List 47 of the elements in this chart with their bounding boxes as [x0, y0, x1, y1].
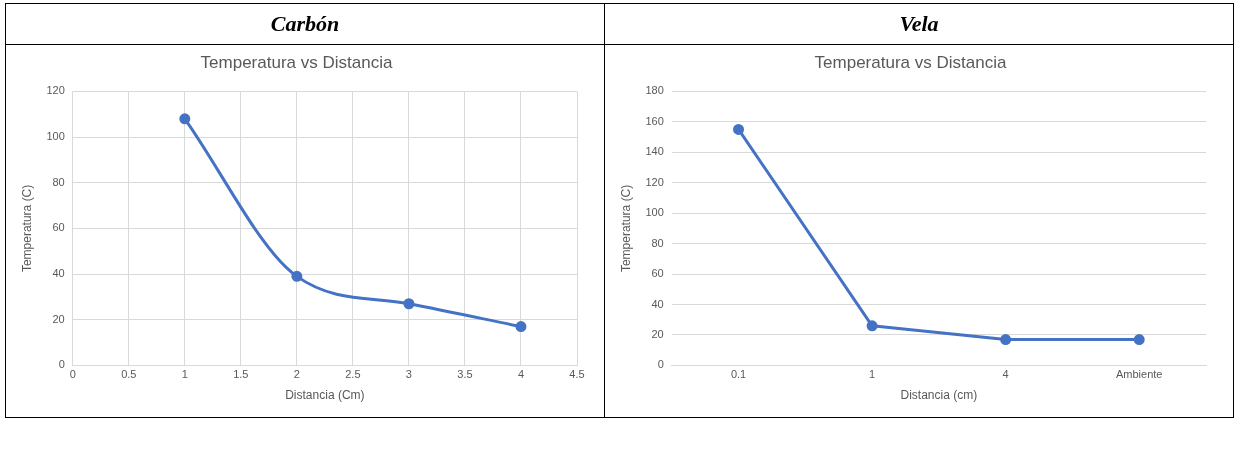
x-tick-label: 1 — [869, 368, 876, 381]
x-tick-label: Ambiente — [1115, 368, 1163, 381]
x-axis-title: Distancia (cm) — [900, 388, 978, 403]
y-axis-title: Temperatura (C) — [19, 184, 34, 273]
y-tick-label: 120 — [645, 175, 664, 188]
y-tick-label: 180 — [645, 84, 664, 97]
x-tick-label: 4 — [1002, 368, 1009, 381]
y-tick-label: 40 — [651, 297, 664, 310]
y-tick-label: 60 — [52, 221, 65, 234]
y-tick-label: 0 — [58, 358, 65, 371]
y-tick-label: 140 — [645, 145, 664, 158]
point — [1000, 334, 1012, 346]
y-tick-label: 80 — [52, 175, 65, 188]
y-tick-label: 100 — [46, 130, 65, 143]
point — [1133, 334, 1145, 346]
y-tick-label: 20 — [651, 327, 664, 340]
point — [291, 270, 303, 282]
chart-title: Carbón — [5, 3, 605, 45]
x-tick-label: 3.5 — [457, 368, 473, 381]
y-tick-label: 160 — [645, 114, 664, 127]
y-tick-label: 20 — [52, 312, 65, 325]
x-tick-label: 4 — [517, 368, 525, 381]
y-tick-label: 60 — [651, 267, 664, 280]
chart-subtitle: Temperatura vs Distancia — [200, 52, 393, 72]
point — [515, 321, 527, 333]
x-tick-label: 0.1 — [730, 368, 747, 381]
x-tick-label: 4.5 — [569, 368, 585, 381]
x-tick-label: 2.5 — [345, 368, 361, 381]
point — [179, 113, 191, 125]
x-tick-label: 1 — [181, 368, 188, 381]
point — [403, 298, 415, 310]
y-tick-label: 40 — [52, 267, 65, 280]
x-tick-label: 1.5 — [233, 368, 249, 381]
point — [866, 320, 878, 332]
x-axis-title: Distancia (Cm) — [285, 388, 365, 403]
x-tick-label: 0 — [69, 368, 76, 381]
point — [733, 123, 745, 135]
x-tick-label: 0.5 — [121, 368, 137, 381]
y-tick-label: 100 — [645, 206, 664, 219]
x-tick-label: 3 — [405, 368, 412, 381]
y-tick-label: 0 — [657, 358, 664, 371]
chart-title: Vela — [604, 3, 1234, 45]
y-axis-title: Temperatura (C) — [618, 184, 633, 273]
y-tick-label: 120 — [46, 84, 65, 97]
y-tick-label: 80 — [651, 236, 664, 249]
chart-subtitle: Temperatura vs Distancia — [814, 52, 1007, 72]
x-tick-label: 2 — [293, 368, 300, 381]
